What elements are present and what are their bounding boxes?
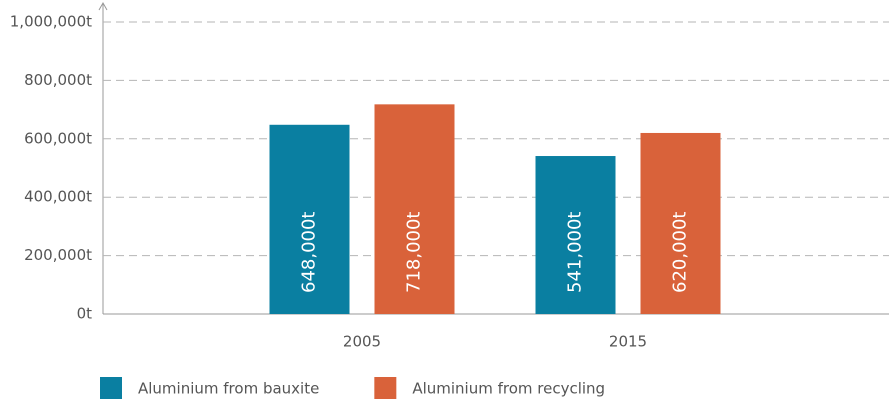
y-tick-label: 800,000t bbox=[24, 71, 92, 89]
legend-swatch bbox=[374, 377, 397, 399]
x-tick-label: 2015 bbox=[609, 333, 647, 351]
y-tick-label: 400,000t bbox=[24, 188, 92, 206]
bar bbox=[269, 124, 350, 314]
bar bbox=[374, 104, 455, 315]
y-tick-label: 1,000,000t bbox=[10, 13, 92, 31]
legend-swatch bbox=[100, 377, 122, 399]
legend-label: Aluminium from bauxite bbox=[138, 380, 319, 398]
x-tick-label: 2005 bbox=[343, 333, 381, 351]
value-label: 718,000t bbox=[404, 212, 425, 294]
y-axis-arrow bbox=[98, 1, 108, 11]
value-label: 648,000t bbox=[299, 212, 320, 294]
bar bbox=[535, 156, 616, 314]
legend-label: Aluminium from recycling bbox=[412, 380, 605, 398]
value-label: 541,000t bbox=[565, 212, 586, 294]
value-label: 620,000t bbox=[670, 212, 691, 294]
bar bbox=[640, 132, 721, 314]
y-tick-label: 600,000t bbox=[24, 129, 92, 147]
y-tick-label: 0t bbox=[77, 305, 93, 323]
y-tick-label: 200,000t bbox=[24, 246, 92, 264]
